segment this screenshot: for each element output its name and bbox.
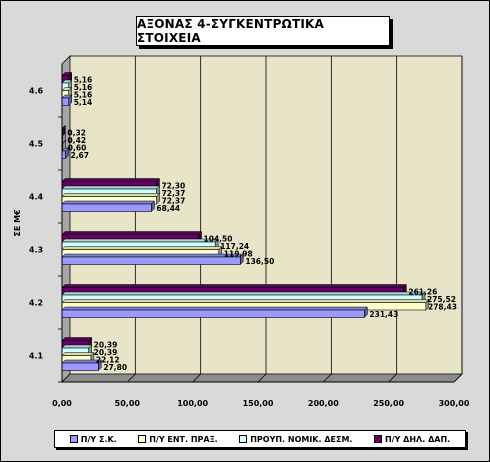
y-tick-label: 4.6 <box>29 87 44 96</box>
bar-top <box>61 253 244 258</box>
chart-title: ΑΞΟΝΑΣ 4-ΣΥΓΚΕΝΤΡΩΤΙΚΑ ΣΤΟΙΧΕΙΑ <box>136 16 390 46</box>
data-label: 5,16 <box>74 83 93 92</box>
bar-top <box>61 291 426 296</box>
bar-top <box>61 299 430 303</box>
data-label: 20,39 <box>94 341 118 350</box>
gridline-floor <box>127 373 136 383</box>
data-label: 278,43 <box>428 303 457 312</box>
data-label: 0,60 <box>68 144 87 153</box>
legend-item: ΠΡΟΥΠ. ΝΟΜΙΚ. ΔΕΣΜ. <box>239 435 352 444</box>
y-tick-label: 4.2 <box>29 299 43 308</box>
gridline-floor <box>453 373 463 383</box>
data-label: 231,43 <box>369 310 398 319</box>
y-tick-label: 4.1 <box>29 352 44 361</box>
legend-swatch <box>373 435 382 443</box>
data-label: 68,44 <box>156 204 180 213</box>
legend-item: Π/Υ ΔΗΛ. ΔΑΠ. <box>373 434 451 444</box>
y-tick-label: 4.4 <box>29 193 44 202</box>
legend-item: Π/Υ ΕΝΤ. ΠΡΑΞ. <box>138 434 218 444</box>
data-label: 261,26 <box>408 288 437 297</box>
legend-label: Π/Υ Σ.Κ. <box>80 434 117 444</box>
legend: Π/Υ Σ.Κ. Π/Υ ΕΝΤ. ΠΡΑΞ. ΠΡΟΥΠ. ΝΟΜΙΚ. ΔΕ… <box>54 430 466 448</box>
bar <box>61 362 99 371</box>
bar <box>61 150 66 159</box>
gridline-floor <box>192 373 201 383</box>
chart-title-text: ΑΞΟΝΑΣ 4-ΣΥΓΚΕΝΤΡΩΤΙΚΑ ΣΤΟΙΧΕΙΑ <box>137 17 324 45</box>
data-label: 5,16 <box>74 76 93 85</box>
x-tick-label: 0,00 <box>52 399 72 408</box>
legend-swatch <box>138 435 147 443</box>
legend-item: Π/Υ Σ.Κ. <box>69 434 117 444</box>
data-label: 117,24 <box>220 242 249 251</box>
gridline-floor <box>257 373 267 383</box>
gridline-floor <box>323 373 332 383</box>
data-label: 22,12 <box>96 356 120 365</box>
data-label: 72,37 <box>162 189 186 198</box>
y-tick-label: 4.3 <box>29 246 43 255</box>
x-tick-label: 100,00 <box>177 399 208 408</box>
data-label: 72,37 <box>162 197 186 206</box>
data-label: 0,42 <box>68 136 87 145</box>
legend-swatch <box>239 435 248 443</box>
x-tick-label: 150,00 <box>243 399 274 408</box>
data-label: 27,80 <box>103 363 127 372</box>
y-tick-label: 4.5 <box>29 140 44 149</box>
data-label: 104,50 <box>204 235 233 244</box>
gridline-floor <box>388 373 397 383</box>
data-label: 5,14 <box>74 98 93 107</box>
bar-top <box>61 231 203 235</box>
data-label: 2,67 <box>70 151 89 160</box>
data-label: 72,30 <box>161 182 185 191</box>
x-tick-label: 200,00 <box>308 399 339 408</box>
bar <box>61 256 241 265</box>
legend-swatch <box>69 435 78 443</box>
bar <box>61 97 70 106</box>
data-label: 20,39 <box>94 348 118 357</box>
data-label: 5,16 <box>74 91 93 100</box>
y-axis-title: ΣΕ Μ€ <box>13 209 22 237</box>
data-label: 136,50 <box>245 257 274 266</box>
data-label: 119,98 <box>224 250 253 259</box>
bar-top <box>61 185 161 190</box>
data-label: 275,52 <box>427 295 456 304</box>
x-tick-label: 300,00 <box>439 399 470 408</box>
legend-label: Π/Υ ΔΗΛ. ΔΑΠ. <box>384 434 451 444</box>
bar-top <box>61 200 156 205</box>
bar-top <box>61 337 93 341</box>
legend-label: Π/Υ ΕΝΤ. ΠΡΑΞ. <box>149 434 218 444</box>
x-tick-label: 50,00 <box>115 399 141 408</box>
data-label: 0,32 <box>67 129 86 138</box>
x-tick-label: 250,00 <box>373 399 404 408</box>
plot-back-wall <box>62 56 462 382</box>
bar-top <box>61 193 161 197</box>
bar <box>61 203 152 212</box>
bar <box>61 309 365 318</box>
bar-top <box>61 344 93 349</box>
bar-top <box>61 284 407 288</box>
bar-top <box>61 306 369 311</box>
legend-label: ΠΡΟΥΠ. ΝΟΜΙΚ. ΔΕΣΜ. <box>250 434 353 444</box>
bar-top <box>61 238 219 243</box>
bar-top <box>61 352 95 356</box>
bar-top <box>61 178 161 182</box>
bar-top <box>61 246 223 250</box>
